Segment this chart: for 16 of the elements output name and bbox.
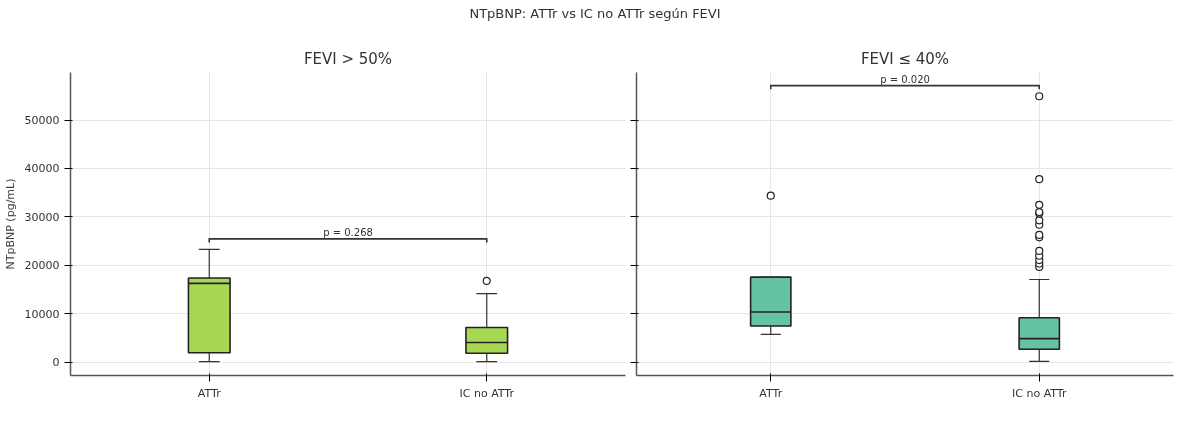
y-tick-label: 20000 xyxy=(24,259,60,273)
y-tick-label: 10000 xyxy=(24,307,60,321)
annotation: p = 0.020 xyxy=(880,73,930,85)
x-tick-label: ATTr xyxy=(759,386,783,400)
y-tick-label: 0 xyxy=(52,356,60,370)
chart-title: NTpBNP: ATTr vs IC no ATTr según FEVI xyxy=(469,5,721,23)
y-tick-label: 30000 xyxy=(24,210,60,224)
chart-subtitle: FEVI > 50% xyxy=(303,49,393,68)
annotation: p = 0.268 xyxy=(323,226,373,238)
y-tick-label: 40000 xyxy=(24,162,60,176)
x-tick-label: ATTr xyxy=(197,386,222,400)
y-tick-label: 50000 xyxy=(24,114,60,128)
y-axis-title: NTpBNP (pg/mL) xyxy=(3,178,17,270)
chart-subtitle: FEVI ≤ 40% xyxy=(860,49,950,68)
x-tick-label: IC no ATTr xyxy=(459,386,515,400)
x-tick-label: IC no ATTr xyxy=(1012,386,1067,400)
